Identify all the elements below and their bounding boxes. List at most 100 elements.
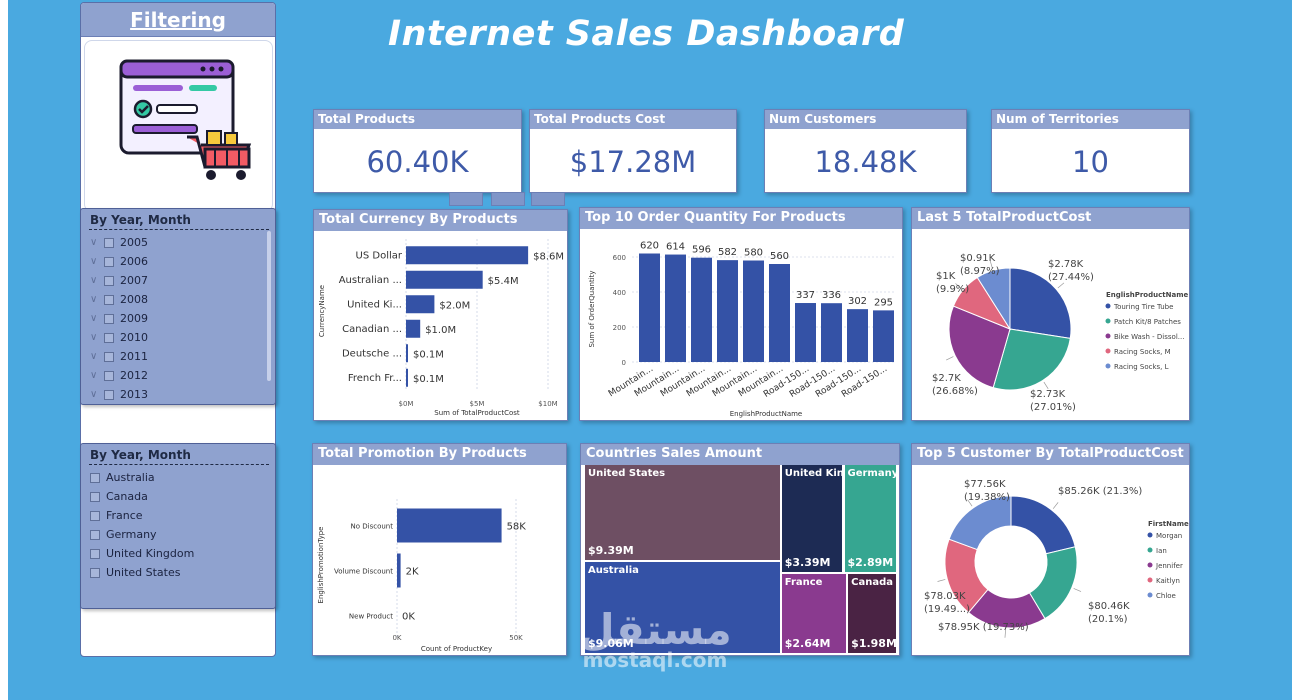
chevron-down-icon[interactable]: ∨ [90,313,98,324]
data-label: $85.26K (21.3%) [1058,486,1142,497]
bar [717,260,738,362]
pin-visual-button[interactable] [449,192,483,206]
legend-marker [1105,363,1111,369]
leader-line [1043,381,1049,390]
dashboard-title: Internet Sales Dashboard [388,14,905,54]
slicer-item[interactable]: United States [90,563,275,582]
chevron-down-icon[interactable]: ∨ [90,294,98,305]
legend-marker [1105,318,1111,324]
bar [406,246,529,265]
chart-total-promotion[interactable]: Total Promotion By Products 0K 50K No Disc… [312,443,567,656]
checkbox[interactable] [104,389,114,400]
slicer-item[interactable]: ∨ 2005 [90,233,275,252]
chart-top10-order-quantity[interactable]: Top 10 Order Quantity For Products 0 200 4… [579,207,903,421]
data-label: 620 [640,241,659,252]
data-label: (9.9%) [936,284,969,295]
data-label: 596 [692,245,711,256]
slicer-scrollbar[interactable] [267,231,271,381]
chevron-down-icon[interactable]: ∨ [90,275,98,286]
chart-top5-customers[interactable]: Top 5 Customer By TotalProductCost $85.2… [911,443,1190,656]
treemap-tile[interactable]: Germany $2.89M [844,465,896,573]
legend-marker [1147,577,1153,583]
slicer-item[interactable]: Germany [90,525,275,544]
legend-marker [1147,532,1153,538]
checkbox[interactable] [90,529,100,540]
kpi-card-total-products-cost[interactable]: Total Products Cost $17.28M [529,109,737,193]
checkbox[interactable] [90,567,100,578]
slicer-item[interactable]: Australia [90,468,275,487]
x-axis-title: EnglishProductName [730,410,803,418]
slicer-item[interactable]: ∨ 2007 [90,271,275,290]
checkbox[interactable] [104,370,114,381]
slicer-item[interactable]: ∨ 2013 [90,385,275,404]
tile-value: $3.39M [784,556,831,570]
kpi-card-num-territories[interactable]: Num of Territories 10 [991,109,1190,193]
slicer-item-list: ∨ 2005 ∨ 2006 ∨ 2007 ∨ 2008 ∨ 2009 ∨ 2010 ∨ 2011 ∨ 2012… [81,230,275,404]
bar [406,344,408,363]
category-label: French Fr... [348,373,402,384]
bar [406,368,408,387]
chevron-down-icon[interactable]: ∨ [90,370,98,381]
treemap-tile[interactable]: France $2.64M [781,574,847,653]
bar [743,260,764,362]
slicer-item[interactable]: ∨ 2006 [90,252,275,271]
checkbox[interactable] [90,510,100,521]
chart-countries-sales[interactable]: Countries Sales Amount United States $9.3… [580,443,900,656]
slice [948,495,1012,551]
data-label: $0.1M [413,374,444,385]
checkbox[interactable] [104,351,114,362]
category-label: Canadian ... [342,324,402,335]
checkbox[interactable] [90,548,100,559]
data-label: 582 [718,247,737,258]
slicer-item[interactable]: ∨ 2011 [90,347,275,366]
checkbox[interactable] [104,256,114,267]
checkbox[interactable] [104,237,114,248]
treemap-tile[interactable]: United Kin... $3.39M [781,465,843,573]
kpi-card-num-customers[interactable]: Num Customers 18.48K [764,109,967,193]
chevron-down-icon[interactable]: ∨ [90,351,98,362]
chart-title: Countries Sales Amount [581,444,899,465]
kpi-card-total-products[interactable]: Total Products 60.40K [313,109,522,193]
treemap-tile[interactable]: Australia $9.06M [585,561,780,653]
tile-value: $2.64M [784,636,831,650]
checkbox[interactable] [104,313,114,324]
treemap-tile[interactable]: Canada $1.98M [848,574,896,653]
shopping-filter-icon [119,59,252,180]
slicer-item[interactable]: ∨ 2012 [90,366,275,385]
slicer-item[interactable]: France [90,506,275,525]
category-label: No Discount [351,523,394,531]
slice [992,328,1071,391]
chevron-down-icon[interactable]: ∨ [90,389,98,400]
chart-last5-product-cost[interactable]: Last 5 TotalProductCost $2.78K (27.44%) $2… [911,207,1190,421]
data-label: 58K [507,522,527,533]
legend-item: Jennifer [1155,562,1183,570]
checkbox[interactable] [90,491,100,502]
treemap-tile[interactable]: United States $9.39M [585,465,780,560]
chevron-down-icon[interactable]: ∨ [90,256,98,267]
chart-total-currency[interactable]: Total Currency By Products $0M $5M $10M US … [313,209,568,421]
data-label: $80.46K [1088,601,1130,612]
slicer-item[interactable]: ∨ 2008 [90,290,275,309]
slicer-item[interactable]: ∨ 2010 [90,328,275,347]
y-axis-title: Sum of OrderQuantity [588,270,596,347]
checkbox[interactable] [104,332,114,343]
chart-title: Total Currency By Products [314,210,567,231]
slicer-item[interactable]: United Kingdom [90,544,275,563]
chevron-down-icon[interactable]: ∨ [90,237,98,248]
data-label: $2.78K [1048,259,1084,270]
slicer-item[interactable]: ∨ 2009 [90,309,275,328]
slicer-item-label: 2010 [120,331,148,344]
slicer-item-label: France [106,509,143,522]
checkbox[interactable] [104,294,114,305]
slicer-divider [89,229,269,230]
kpi-label: Total Products Cost [530,110,736,129]
more-options-button[interactable] [531,192,565,206]
chevron-down-icon[interactable]: ∨ [90,332,98,343]
chart-title: Top 5 Customer By TotalProductCost [912,444,1189,465]
slicer-item-label: United States [106,566,181,579]
slicer-item[interactable]: Canada [90,487,275,506]
checkbox[interactable] [90,472,100,483]
focus-mode-button[interactable] [491,192,525,206]
checkbox[interactable] [104,275,114,286]
category-label: United Ki... [347,299,402,310]
